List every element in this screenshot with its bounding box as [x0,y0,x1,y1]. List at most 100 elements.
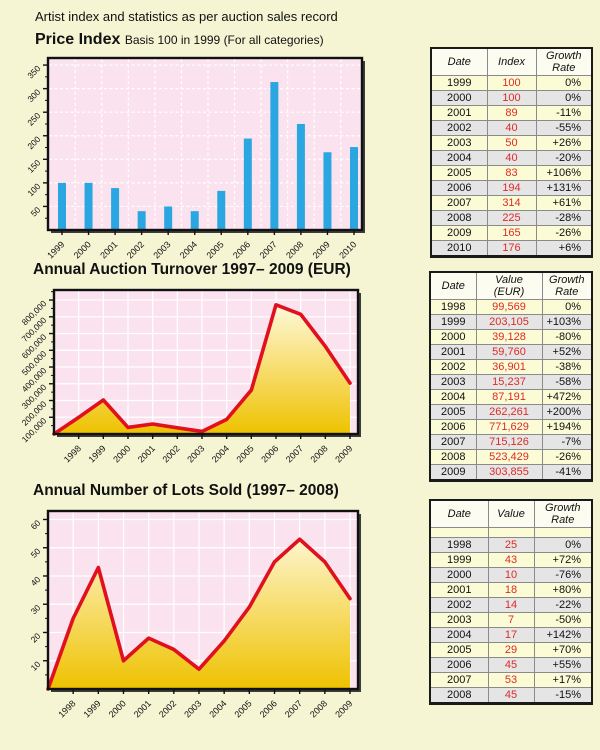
svg-text:300: 300 [25,87,42,104]
svg-text:100: 100 [25,181,42,198]
table-cell: 0% [541,299,593,315]
table-cell: 2002 [430,120,488,136]
table-cell: 50 [486,135,537,151]
table-row: 2000 100 0% [430,90,593,106]
table-row: 2010 176 +6% [430,240,593,257]
table-row: 2005 262,261 +200% [429,404,593,420]
table-cell: 2002 [429,359,477,375]
table-row: 2002 14 -22% [429,597,593,613]
column-header: Date [430,47,488,76]
table-cell: +472% [541,389,593,405]
price-index-title: Price Index Basis 100 in 1999 (For all c… [35,31,324,49]
table-row: 2006 194 +131% [430,180,593,196]
table-cell: 2008 [429,687,489,704]
table-cell: 2003 [429,612,489,628]
table-cell: 0% [535,90,593,106]
svg-text:2006: 2006 [258,698,279,719]
svg-text:2003: 2003 [182,698,203,719]
table-cell: -7% [541,434,593,450]
svg-text:2005: 2005 [233,698,254,719]
column-header: Growth Rate [533,499,593,528]
table-cell: +194% [541,419,593,435]
svg-text:2008: 2008 [284,239,305,260]
table-cell: 2008 [430,210,488,226]
svg-text:2009: 2009 [311,239,332,260]
table-header: Date Value Growth Rate [429,499,593,528]
table-cell: 45 [487,687,535,704]
table-cell: -55% [535,120,593,136]
svg-text:2000: 2000 [111,443,132,464]
table-row: 2004 87,191 +472% [429,389,593,405]
table-cell: -26% [541,449,593,465]
svg-text:2007: 2007 [258,239,279,260]
table-cell: 83 [486,165,537,181]
svg-text:1999: 1999 [87,443,108,464]
svg-text:40: 40 [29,574,43,588]
page-title: Artist index and statistics as per aucti… [35,9,338,24]
table-cell: 1999 [429,552,489,568]
table-cell: 2003 [430,135,488,151]
table-cell: 99,569 [475,299,543,315]
table-cell: 100 [486,90,537,106]
table-cell: 40 [486,120,537,136]
column-header: Index [486,47,537,76]
table-row: 2008 225 -28% [430,210,593,226]
table-body: 1998 25 0% 1999 43 +72% 2000 10 -76% 2001 18 +80% 20… [429,527,593,704]
table-cell: +17% [533,672,593,688]
table-cell [429,527,489,538]
table-cell: -58% [541,374,593,390]
table-row: 2003 7 -50% [429,612,593,628]
table-cell: 2010 [430,240,488,257]
table-cell: 194 [486,180,537,196]
table-cell: 2007 [429,672,489,688]
svg-text:2009: 2009 [333,443,354,464]
table-cell: -41% [541,464,593,481]
table-cell: 36,901 [475,359,543,375]
table-cell: -22% [533,597,593,613]
table-cell: 262,261 [475,404,543,420]
table-cell: 43 [487,552,535,568]
table-cell: 225 [486,210,537,226]
table-cell: 7 [487,612,535,628]
table-row: 2003 15,237 -58% [429,374,593,390]
svg-text:2004: 2004 [178,239,199,260]
svg-text:50: 50 [29,546,43,560]
lots-sold-title: Annual Number of Lots Sold (1997– 2008) [33,482,339,499]
table-row: 2009 165 -26% [430,225,593,241]
svg-text:1998: 1998 [62,443,83,464]
svg-text:60: 60 [29,518,43,532]
table-cell: +131% [535,180,593,196]
table-row: 2007 715,126 -7% [429,434,593,450]
table-row: 2002 36,901 -38% [429,359,593,375]
table-cell: 53 [487,672,535,688]
table-row: 2006 45 +55% [429,657,593,673]
table-cell: 1999 [429,314,477,330]
table-cell: +200% [541,404,593,420]
svg-text:2004: 2004 [207,698,228,719]
svg-text:2007: 2007 [283,698,304,719]
svg-text:2008: 2008 [309,443,330,464]
table-cell: +80% [533,582,593,598]
table-cell: 2003 [429,374,477,390]
table-cell: 17 [487,627,535,643]
table-cell [487,527,535,538]
svg-text:2002: 2002 [161,443,182,464]
table-cell: 0% [533,537,593,553]
table-row [429,527,593,538]
table-cell: +55% [533,657,593,673]
svg-text:2002: 2002 [125,239,146,260]
table-cell: 29 [487,642,535,658]
table-cell: 2006 [429,657,489,673]
svg-text:2001: 2001 [98,239,119,260]
svg-text:2008: 2008 [308,698,329,719]
table-row: 2001 89 -11% [430,105,593,121]
table-cell: +61% [535,195,593,211]
table-cell: -38% [541,359,593,375]
column-header: Value (EUR) [475,271,543,300]
svg-text:2005: 2005 [235,443,256,464]
table-row: 2004 40 -20% [430,150,593,166]
svg-text:2010: 2010 [337,239,358,260]
table-row: 2000 10 -76% [429,567,593,583]
table-row: 2001 18 +80% [429,582,593,598]
